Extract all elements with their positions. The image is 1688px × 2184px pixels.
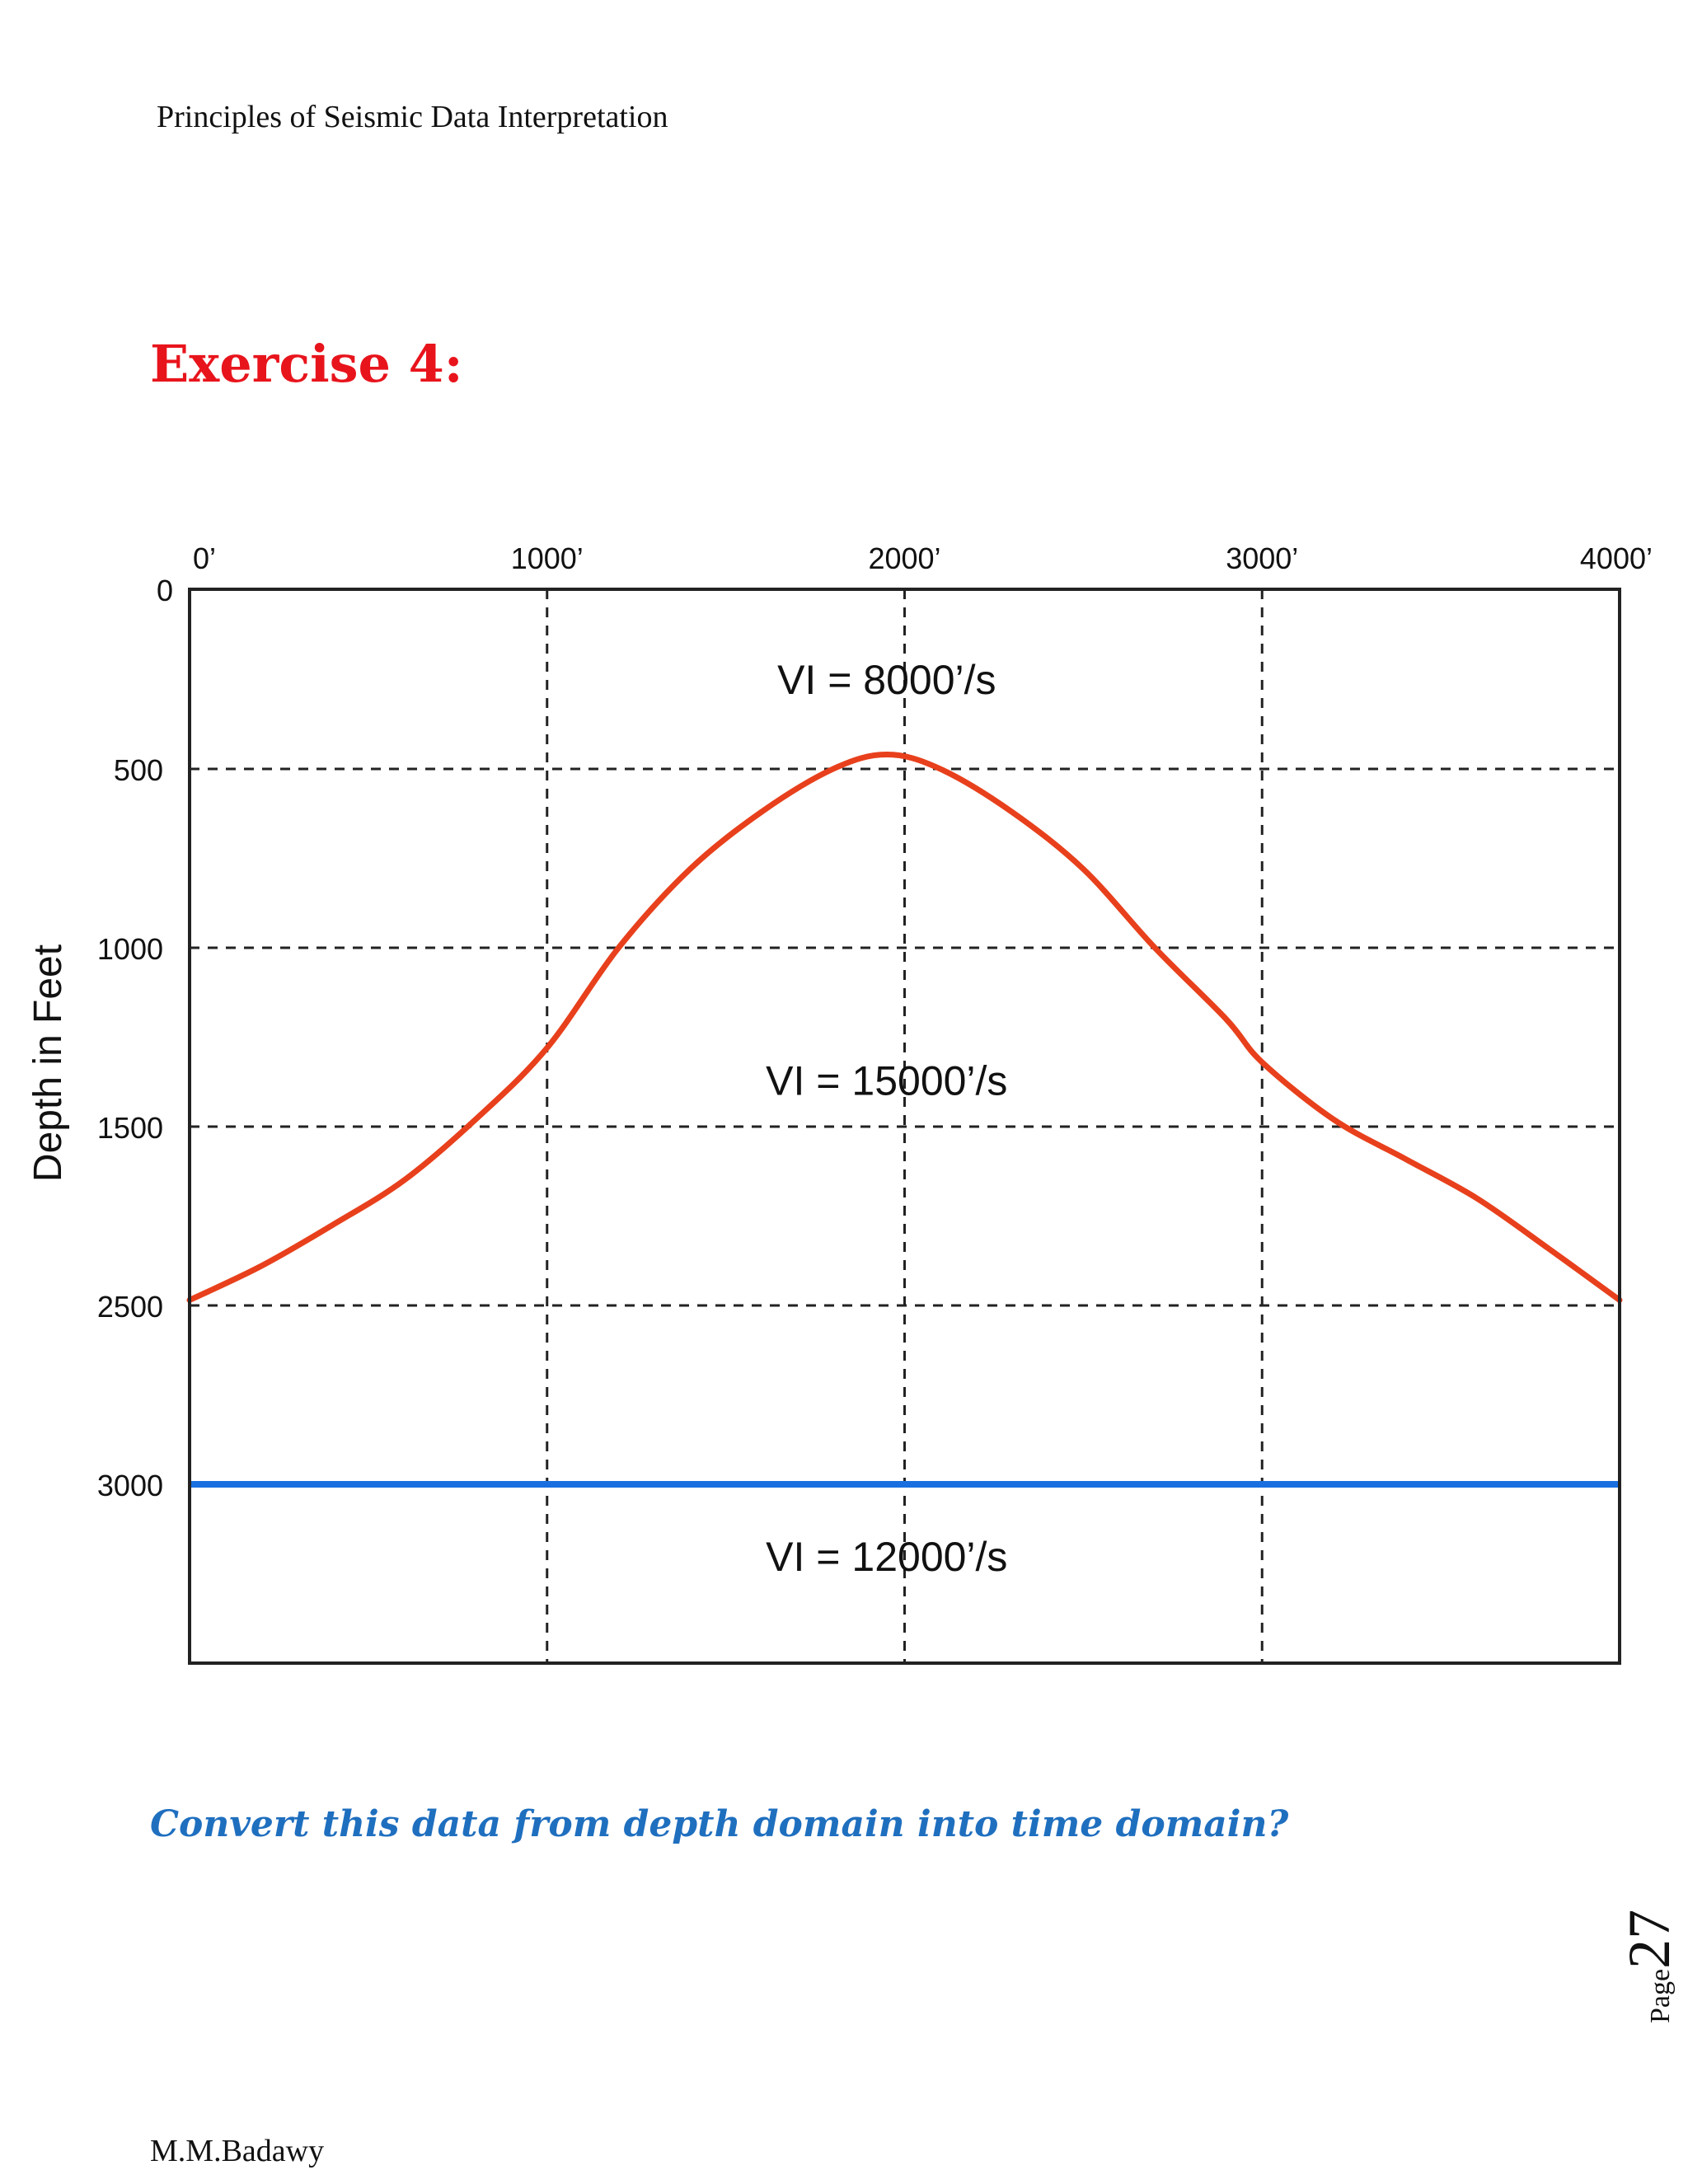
grid-lines (190, 589, 1620, 1663)
x-tick-label: 4000’ (1580, 541, 1653, 575)
data-series (186, 752, 1623, 1488)
x-tick-label: 0’ (193, 541, 216, 575)
footer-author: M.M.Badawy (150, 2134, 325, 2168)
y-tick-label: 3000 (97, 1469, 163, 1502)
velocity-label: VI = 12000’/s (766, 1534, 1007, 1580)
y-axis-label: Depth in Feet (26, 944, 70, 1182)
page-label: Page (1645, 1968, 1676, 2023)
y-tick-label: 1500 (97, 1111, 163, 1145)
annotations: VI = 8000’/s VI = 15000’/s VI = 12000’/s (766, 657, 1007, 1580)
velocity-label: VI = 8000’/s (777, 657, 996, 703)
x-tick-label: 3000’ (1226, 541, 1298, 575)
plot-frame (188, 588, 1621, 1665)
x-tick-label: 2000’ (868, 541, 940, 575)
axis-ticks: 0’ 1000’ 2000’ 3000’ 4000’ 0 500 1000 1500 2500 30… (97, 541, 1653, 1502)
y-tick-label: 1000 (97, 932, 163, 966)
x-tick-label: 1000’ (511, 541, 584, 575)
exercise-question: Convert this data from depth domain into… (150, 1803, 1289, 1845)
y-tick-label: 2500 (97, 1290, 163, 1324)
page-number-value: 27 (1616, 1909, 1682, 1969)
y-tick-label: 0 (157, 574, 173, 607)
running-header: Principles of Seismic Data Interpretatio… (157, 100, 668, 134)
curved-horizon-line (186, 752, 1623, 1303)
velocity-label: VI = 15000’/s (766, 1058, 1007, 1104)
y-tick-label: 500 (114, 753, 163, 787)
exercise-title: Exercise 4: (150, 334, 463, 394)
